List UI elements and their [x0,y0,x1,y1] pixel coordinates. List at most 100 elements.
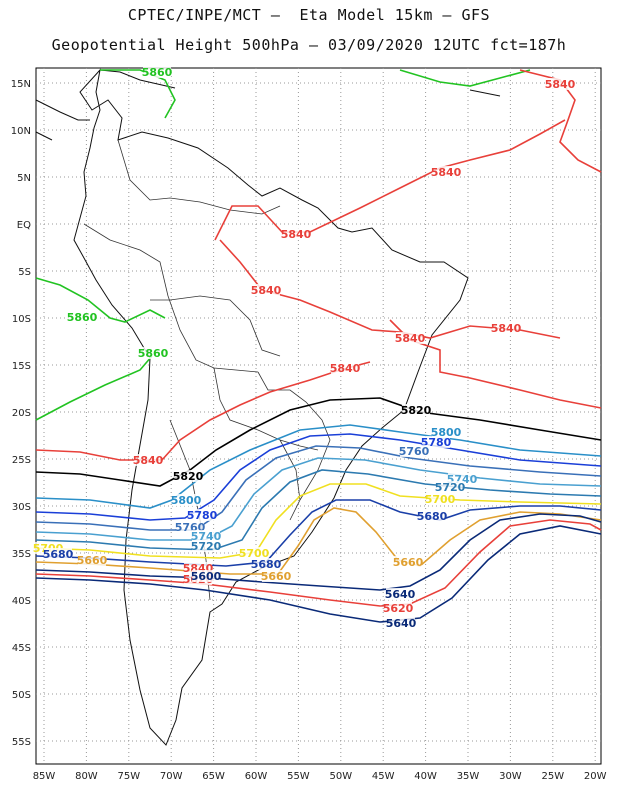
contour-label: 5660 [77,554,108,567]
contour-5840-south [35,361,371,461]
contour-label-bg [331,362,359,374]
map-frame [35,67,602,765]
longitude-labels: 85W 80W 75W 70W 65W 60W 55W 50W 45W 40W 35W 30W 25W 2… [33,771,607,782]
contour-label-bg [252,284,280,296]
contour-label-bg [68,311,96,323]
longitude-label: 70W [160,771,183,782]
contour-5740 [35,457,602,541]
contour-label-bg [143,66,171,78]
contour-label-bg [134,454,162,466]
contour-label-bg [396,332,424,344]
contour-label: 5840 [330,362,361,375]
longitude-label: 40W [414,771,437,782]
contour-label: 5680 [43,548,74,561]
contour-label-bg [192,530,220,542]
contour-label-bg [282,228,310,240]
latitude-label: 10N [11,126,31,137]
longitude-label: 55W [287,771,310,782]
contour-label-bg [386,588,414,600]
contour-label-bg [384,602,412,614]
contour-label: 5700 [425,493,456,506]
contour-label-bg [402,404,430,416]
contour-label-bg [252,558,280,570]
contour-label: 5840 [133,454,164,467]
latitude-label: 20S [12,408,31,419]
latitude-label: 35S [12,549,31,560]
contour-5680 [35,499,602,567]
longitude-label: 30W [499,771,522,782]
contour-label: 5840 [281,228,312,241]
contour-5820 [35,397,602,487]
longitude-label: 85W [33,771,56,782]
contour-label-bg [188,509,216,521]
contour-5800 [35,424,602,509]
latitude-label: 50S [12,690,31,701]
contour-label: 5820 [173,470,204,483]
contour-labels: 5860 5840 5840 5840 5840 5860 5860 5840 5840 5840… [33,66,576,630]
contour-5860-west [35,277,166,421]
latitude-label: EQ [17,220,31,231]
contour-label-bg [400,445,428,457]
contour-label: 5800 [171,494,202,507]
contour-label: 5840 [431,166,462,179]
contour-label-bg [426,493,454,505]
contour-label: 5720 [435,481,466,494]
contour-label: 5860 [67,311,98,324]
longitude-label: 45W [372,771,395,782]
contour-label: 5780 [187,509,218,522]
contour-label: 5780 [421,436,452,449]
contour-label: 5700 [239,547,270,560]
longitude-label: 20W [584,771,607,782]
latitude-label: 25S [12,455,31,466]
title-line-1: CPTEC/INPE/MCT – Eta Model 15km – GFS [127,6,491,24]
coastlines [35,68,501,746]
latitude-label: 45S [12,643,31,654]
contour-label: 5680 [251,558,282,571]
contour-5780 [35,433,602,521]
contour-label-bg [262,570,290,582]
longitude-label: 35W [457,771,480,782]
contour-label-bg [44,548,72,560]
contour-label-bg [422,436,450,448]
contour-label: 5660 [393,556,424,569]
latitude-label: 15N [11,79,31,90]
contour-5860-north [100,69,531,119]
contour-label: 5660 [261,570,292,583]
contour-5600 [35,525,602,623]
latitude-label: 55S [12,737,31,748]
contour-label: 5820 [401,404,432,417]
contour-label-bg [192,540,220,552]
contour-label: 5740 [191,530,222,543]
contour-5700 [35,483,602,559]
contour-5840-bolivia [219,239,561,339]
central-america-coastline [35,99,90,141]
contour-label: 5620 [383,602,414,615]
contour-label-bg [432,166,460,178]
latitude-label: 10S [12,314,31,325]
title-line-2: Geopotential Height 500hPa – 03/09/2020 … [51,36,567,54]
contour-label-bg [192,570,220,582]
contour-label-bg [240,547,268,559]
contour-label: 5860 [138,347,169,360]
contour-label-bg [172,494,200,506]
south-america-coastline [73,68,469,746]
contour-label: 5840 [251,284,282,297]
contour-label-bg [432,426,460,438]
contour-label: 5640 [386,617,417,630]
contour-label: 5760 [399,445,430,458]
contour-5760 [35,445,602,531]
contour-label: 5800 [431,426,462,439]
contour-5620 [35,519,602,607]
contour-label-bg [394,556,422,568]
longitude-label: 50W [329,771,352,782]
contour-label-bg [139,347,167,359]
contour-label: 5600 [191,570,222,583]
latitude-label: 5N [17,173,31,184]
contour-label-bg [436,481,464,493]
contour-5840-amazon [214,119,566,241]
latitude-label: 40S [12,596,31,607]
latitude-label: 5S [18,267,31,278]
contour-label-bg [387,617,415,629]
longitude-label: 65W [202,771,225,782]
